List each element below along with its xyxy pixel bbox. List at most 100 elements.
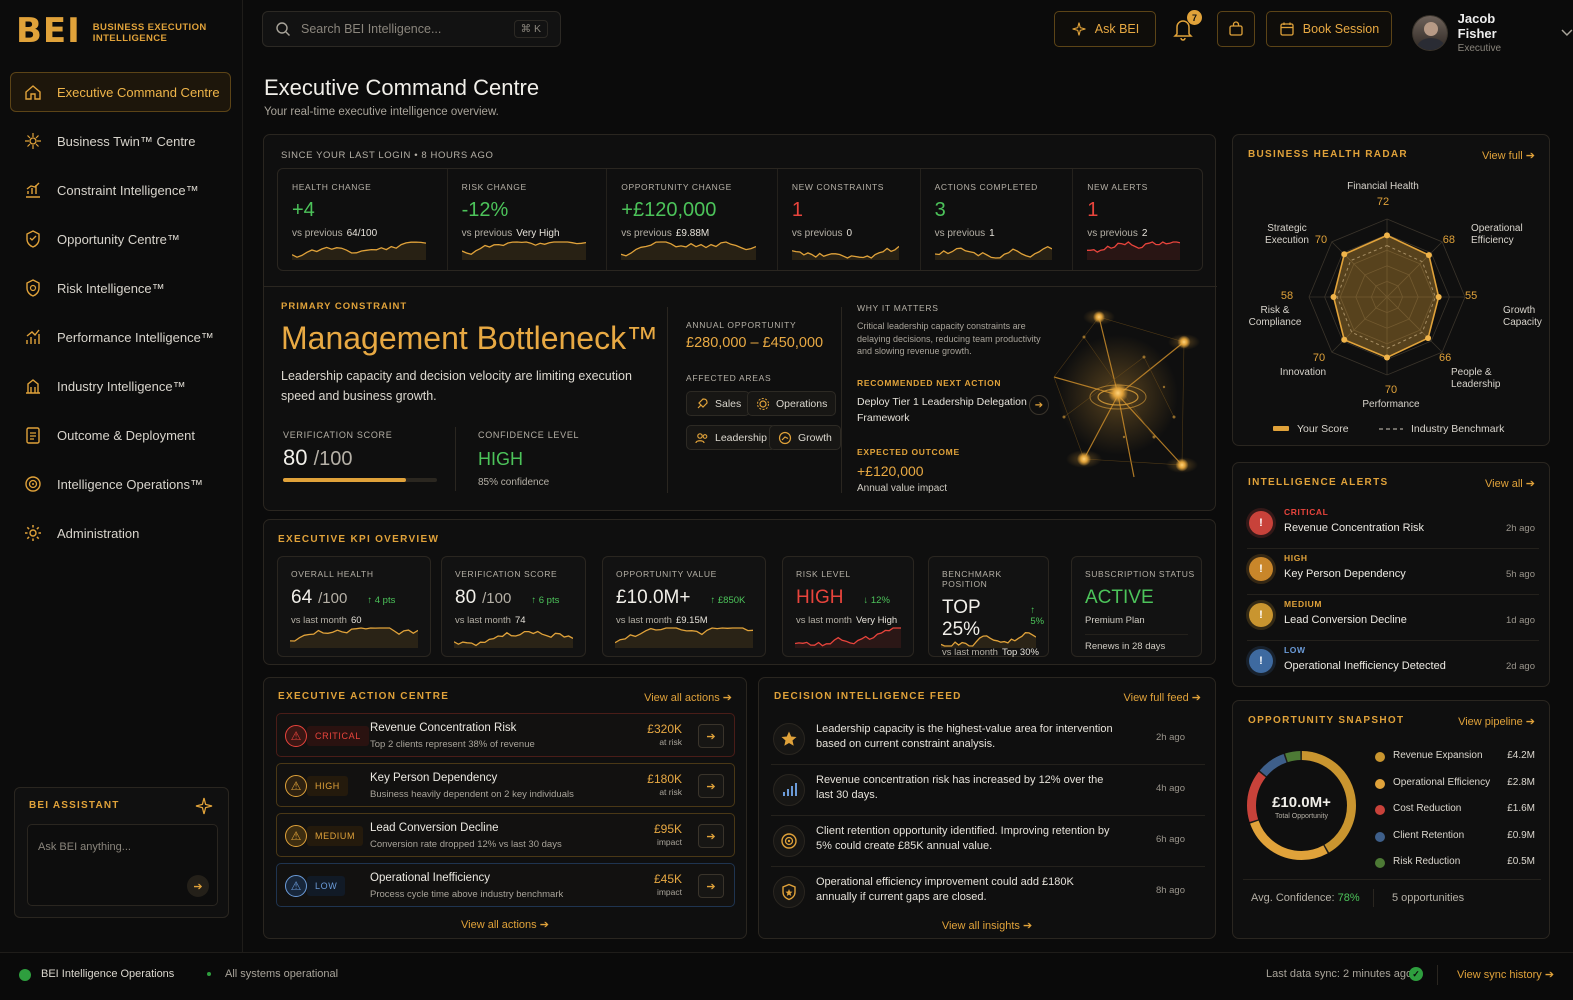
feed-item[interactable]: Operational efficiency improvement could…	[771, 868, 1205, 918]
view-all-alerts-link[interactable]: View all ➔	[1485, 478, 1535, 490]
view-all-actions-link[interactable]: View all actions ➔	[644, 692, 732, 704]
action-open-arrow-icon[interactable]: ➔	[698, 724, 724, 748]
book-session-button[interactable]: Book Session	[1266, 11, 1392, 47]
area-chip-operations[interactable]: Operations	[747, 391, 837, 416]
sidebar: BEI BUSINESS EXECUTION INTELLIGENCE Execu…	[0, 0, 243, 952]
opportunity-total-label: Total Opportunity	[1275, 813, 1328, 820]
legend-value: £2.8M	[1507, 776, 1535, 788]
radar-point	[1330, 294, 1337, 300]
opportunity-legend-item[interactable]: Risk Reduction £0.5M	[1375, 856, 1535, 872]
opportunity-legend-item[interactable]: Client Retention £0.9M	[1375, 830, 1535, 846]
sidebar-item-label: Administration	[57, 525, 140, 541]
sparkle-icon	[194, 796, 214, 819]
view-sync-history-link[interactable]: View sync history ➔	[1457, 969, 1555, 981]
kpi-card-opportunity-value[interactable]: OPPORTUNITY VALUE £10.0M+ ↑ £850K vs last m…	[602, 556, 766, 657]
legend-dot	[1375, 858, 1385, 868]
alert-item[interactable]: ! MEDIUM Lead Conversion Decline 1d ago	[1247, 595, 1539, 641]
ask-bei-label: Ask BEI	[1094, 22, 1140, 36]
logo-mark: BEI	[16, 11, 81, 51]
sidebar-item-opportunity-centre[interactable]: Opportunity Centre™	[10, 219, 231, 259]
sidebar-item-performance-intelligence[interactable]: Performance Intelligence™	[10, 317, 231, 357]
sidebar-item-outcome-deployment[interactable]: Outcome & Deployment	[10, 415, 231, 455]
view-pipeline-link[interactable]: View pipeline ➔	[1458, 716, 1535, 728]
kpi-delta: ↑ £850K	[710, 595, 746, 606]
radar-spoke	[1331, 241, 1388, 298]
sidebar-item-intelligence-operations[interactable]: Intelligence Operations™	[10, 464, 231, 504]
action-centre-panel: EXECUTIVE ACTION CENTRE View all actions…	[263, 677, 747, 939]
radar-axis-label: People & Leadership	[1451, 367, 1501, 390]
stats-row: HEALTH CHANGE +4 vs previous 64/100 RISK CHA…	[277, 168, 1203, 271]
alert-item[interactable]: ! LOW Operational Inefficiency Detected 2d …	[1247, 641, 1539, 687]
sidebar-item-executive-command-centre[interactable]: Executive Command Centre	[10, 72, 231, 112]
assistant-input[interactable]: Ask BEI anything... ➔	[27, 824, 218, 906]
view-full-feed-link[interactable]: View full feed ➔	[1123, 692, 1201, 704]
verification-score: 80 /100	[283, 445, 353, 471]
kpi-card-subscription-status[interactable]: SUBSCRIPTION STATUS ACTIVE Premium Plan Ren…	[1071, 556, 1202, 657]
feed-item[interactable]: Client retention opportunity identified.…	[771, 817, 1205, 867]
area-chip-sales[interactable]: Sales	[686, 391, 751, 416]
brand-logo[interactable]: BEI BUSINESS EXECUTION INTELLIGENCE	[16, 14, 207, 48]
action-row[interactable]: ⚠ LOW Operational Inefficiency Process cycl…	[276, 863, 735, 907]
radar-axis-value: 68	[1443, 234, 1455, 246]
radar-point	[1425, 252, 1432, 259]
notifications-button[interactable]: 7	[1172, 10, 1202, 44]
area-chip-leadership[interactable]: Leadership	[686, 425, 776, 450]
view-full-radar-link[interactable]: View full ➔	[1481, 150, 1535, 162]
stat-compare-value: 0	[846, 228, 853, 239]
action-subtitle: Top 2 clients represent 38% of revenue	[370, 739, 535, 750]
next-action-arrow-icon[interactable]: ➔	[1029, 395, 1049, 415]
alert-icon: !	[1249, 557, 1273, 581]
kpi-suffix: /100	[318, 590, 348, 607]
alert-item[interactable]: ! HIGH Key Person Dependency 5h ago	[1247, 549, 1539, 595]
user-menu[interactable]: Jacob Fisher Executive	[1412, 11, 1573, 54]
next-action-text: Deploy Tier 1 Leadership Delegation Fram…	[857, 396, 1027, 424]
alert-item[interactable]: ! CRITICAL Revenue Concentration Risk 2h ag…	[1247, 503, 1539, 549]
kpi-card-overall-health[interactable]: OVERALL HEALTH 64/100 ↑ 4 pts vs last month…	[277, 556, 431, 657]
alert-title: Revenue Concentration Risk	[1284, 522, 1425, 534]
sidebar-item-constraint-intelligence[interactable]: Constraint Intelligence™	[10, 170, 231, 210]
sidebar-item-industry-intelligence[interactable]: Industry Intelligence™	[10, 366, 231, 406]
kpi-card-risk-level[interactable]: RISK LEVEL HIGH ↓ 12% vs last month Very Hig…	[782, 556, 914, 657]
sidebar-item-administration[interactable]: Administration	[10, 513, 231, 553]
alert-level: CRITICAL	[1284, 507, 1329, 517]
kpi-title: EXECUTIVE KPI OVERVIEW	[278, 534, 440, 545]
kpi-value: TOP 25%	[942, 597, 981, 640]
sidebar-item-business-twin-centre[interactable]: Business Twin™ Centre	[10, 121, 231, 161]
kpi-sparkline	[615, 627, 753, 648]
feed-item[interactable]: Leadership capacity is the highest-value…	[771, 715, 1205, 765]
warning-icon: ⚠	[285, 725, 307, 747]
view-all-actions-footer-link[interactable]: View all actions ➔	[461, 919, 549, 931]
ask-bei-button[interactable]: Ask BEI	[1054, 11, 1156, 47]
opportunity-legend-item[interactable]: Revenue Expansion £4.2M	[1375, 750, 1535, 766]
area-chip-growth[interactable]: Growth	[769, 425, 841, 450]
kpi-card-benchmark-position[interactable]: BENCHMARK POSITION TOP 25% ↑ 5% vs last mon…	[928, 556, 1049, 658]
area-label: Growth	[798, 431, 832, 444]
alert-level: HIGH	[1284, 553, 1308, 563]
action-row[interactable]: ⚠ MEDIUM Lead Conversion Decline Conversion…	[276, 813, 735, 857]
action-open-arrow-icon[interactable]: ➔	[698, 774, 724, 798]
opportunity-legend-item[interactable]: Operational Efficiency £2.8M	[1375, 777, 1535, 793]
search-input[interactable]: Search BEI Intelligence... ⌘ K	[262, 11, 561, 47]
sidebar-item-risk-intelligence[interactable]: Risk Intelligence™	[10, 268, 231, 308]
feed-item[interactable]: Revenue concentration risk has increased…	[771, 766, 1205, 816]
action-row[interactable]: ⚠ CRITICAL Revenue Concentration Risk Top 2…	[276, 713, 735, 757]
action-row[interactable]: ⚠ HIGH Key Person Dependency Business heavi…	[276, 763, 735, 807]
action-open-arrow-icon[interactable]: ➔	[698, 874, 724, 898]
action-open-arrow-icon[interactable]: ➔	[698, 824, 724, 848]
opportunity-legend-item[interactable]: Cost Reduction £1.6M	[1375, 803, 1535, 819]
kpi-value: 64	[291, 587, 313, 608]
kpi-card-verification-score[interactable]: VERIFICATION SCORE 80/100 ↑ 6 pts vs last m…	[441, 556, 586, 657]
ops-label: BEI Intelligence Operations	[41, 968, 175, 980]
send-arrow-icon[interactable]: ➔	[187, 875, 209, 897]
action-subtitle: Conversion rate dropped 12% vs last 30 d…	[370, 839, 562, 850]
legend-value: £0.5M	[1507, 856, 1535, 867]
stat-new-constraints: NEW CONSTRAINTS 1 vs previous 0	[778, 169, 921, 270]
radar-axis-label: Risk & Compliance	[1249, 305, 1302, 328]
expected-outcome-sub: Annual value impact	[857, 483, 948, 494]
view-all-insights-link[interactable]: View all insights ➔	[941, 920, 1033, 932]
severity-badge: LOW	[307, 876, 346, 896]
bag-button[interactable]	[1217, 11, 1255, 47]
assistant-placeholder: Ask BEI anything...	[38, 841, 131, 853]
systems-dot-icon	[207, 972, 211, 976]
brand-line2: INTELLIGENCE	[92, 33, 168, 44]
